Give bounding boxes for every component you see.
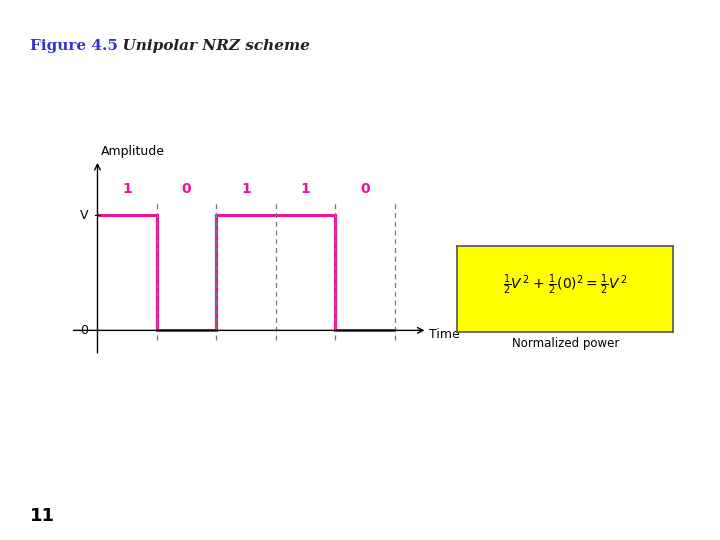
Text: Time: Time <box>429 328 460 341</box>
Text: 1: 1 <box>122 181 132 195</box>
Text: $\frac{1}{2}V^{\,2}+\,\frac{1}{2}(0)^{2}=\frac{1}{2}V^{\,2}$: $\frac{1}{2}V^{\,2}+\,\frac{1}{2}(0)^{2}… <box>503 272 627 297</box>
Text: V: V <box>80 209 89 222</box>
Text: Figure 4.5: Figure 4.5 <box>30 39 118 53</box>
Text: Amplitude: Amplitude <box>101 145 164 158</box>
Text: 0: 0 <box>360 181 370 195</box>
Text: Unipolar NRZ scheme: Unipolar NRZ scheme <box>112 39 310 53</box>
Text: Normalized power: Normalized power <box>511 338 619 350</box>
Text: 0: 0 <box>81 324 89 337</box>
Text: 1: 1 <box>241 181 251 195</box>
Text: 1: 1 <box>301 181 310 195</box>
Text: 0: 0 <box>182 181 192 195</box>
Text: 11: 11 <box>30 507 55 525</box>
